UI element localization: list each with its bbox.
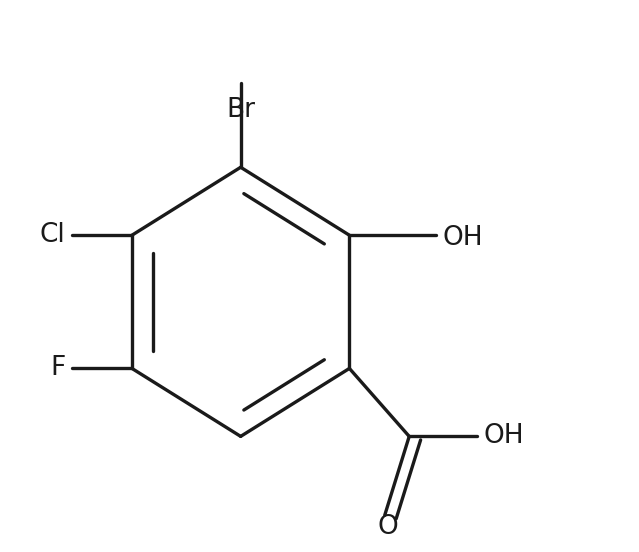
- Text: Cl: Cl: [40, 222, 66, 248]
- Text: F: F: [50, 355, 66, 381]
- Text: OH: OH: [443, 225, 484, 251]
- Text: Br: Br: [226, 97, 255, 123]
- Text: O: O: [377, 514, 398, 540]
- Text: OH: OH: [484, 423, 525, 449]
